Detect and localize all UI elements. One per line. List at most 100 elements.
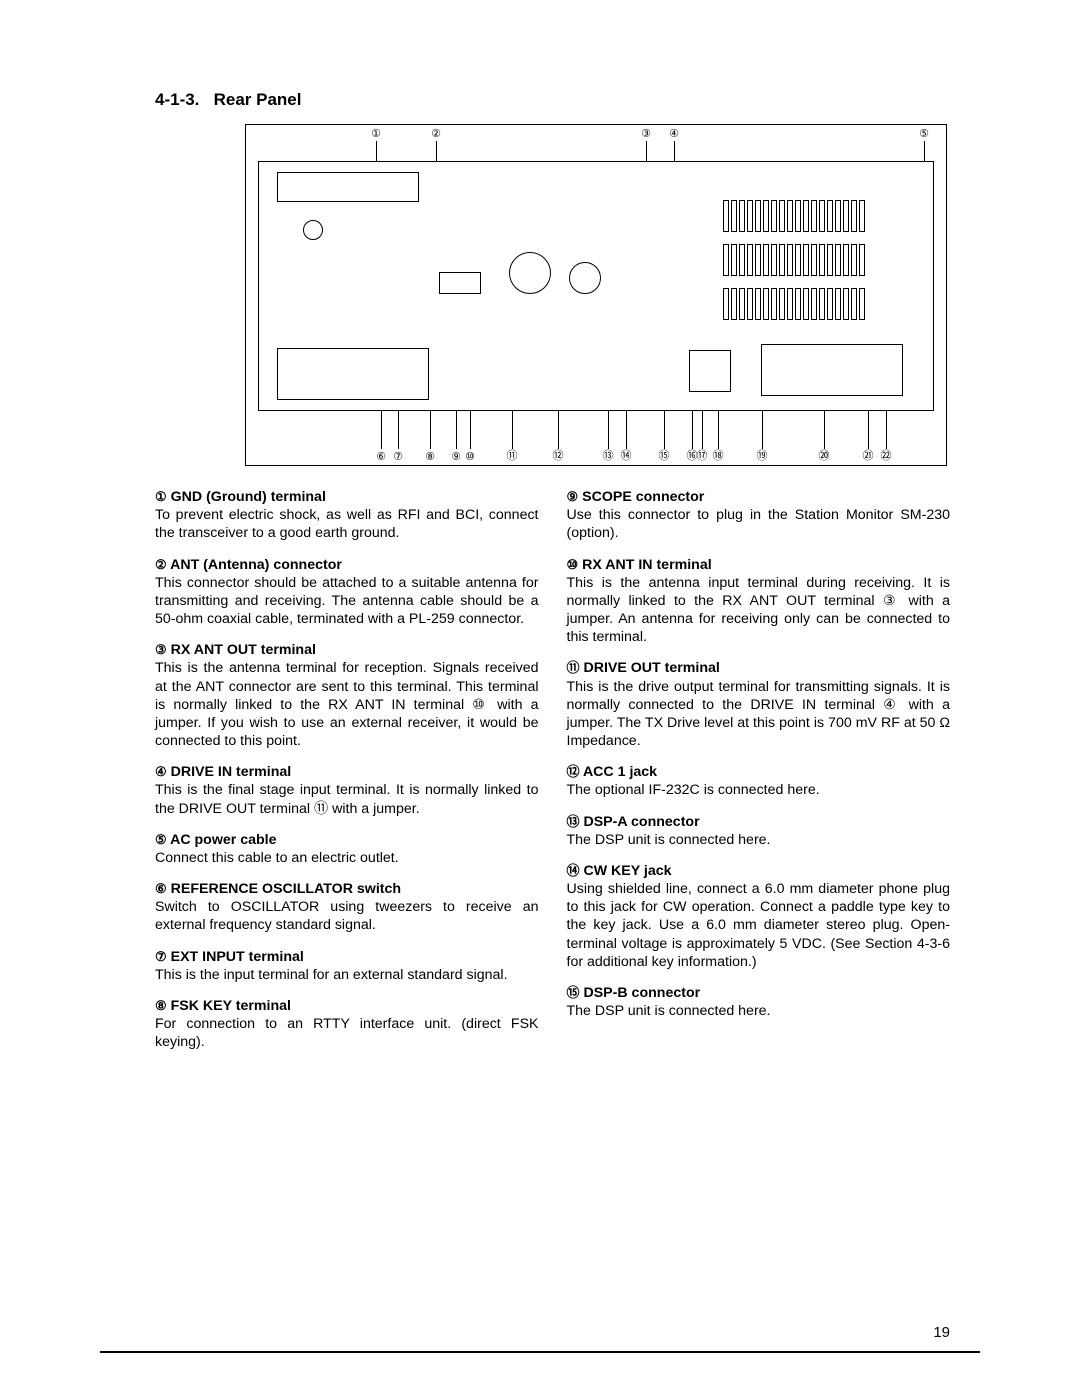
item-title-text: FSK KEY terminal xyxy=(171,998,291,1014)
callout-number-bottom: ⑦ xyxy=(390,450,406,463)
left-column: ① GND (Ground) terminalTo prevent electr… xyxy=(155,488,539,1064)
callout-line xyxy=(381,411,382,449)
item-number-circle: ④ xyxy=(155,764,167,781)
description-item: ⑥ REFERENCE OSCILLATOR switchSwitch to O… xyxy=(155,880,539,935)
heatsink-fins xyxy=(723,200,913,320)
description-item: ⑤ AC power cableConnect this cable to an… xyxy=(155,831,539,867)
description-item: ⑮ DSP-B connectorThe DSP unit is connect… xyxy=(567,984,951,1020)
item-title: ⑨ SCOPE connector xyxy=(567,488,951,506)
callout-number-bottom: ⑮ xyxy=(656,447,672,463)
callout-line xyxy=(608,411,609,449)
callout-number-bottom: ⑩ xyxy=(462,450,478,463)
callout-line xyxy=(718,411,719,449)
item-title-text: ACC 1 jack xyxy=(583,764,657,780)
callout-number-bottom: ⑰ xyxy=(694,447,710,463)
description-item: ⑩ RX ANT IN terminalThis is the antenna … xyxy=(567,556,951,647)
item-title: ⑮ DSP-B connector xyxy=(567,984,951,1002)
item-body: Switch to OSCILLATOR using tweezers to r… xyxy=(155,898,539,934)
rear-panel-diagram: ①②③④⑤⑥⑦⑧⑨⑩⑪⑫⑬⑭⑮⑯⑰⑱⑲⑳㉑㉒ xyxy=(245,124,947,466)
footer-rule xyxy=(100,1351,980,1353)
callout-line xyxy=(702,411,703,449)
item-body: This is the input terminal for an extern… xyxy=(155,966,539,984)
item-title: ⑥ REFERENCE OSCILLATOR switch xyxy=(155,880,539,898)
item-body: Connect this cable to an electric outlet… xyxy=(155,849,539,867)
item-title-text: RX ANT IN terminal xyxy=(582,557,712,573)
callout-number-bottom: ⑭ xyxy=(618,447,634,463)
item-title: ⑭ CW KEY jack xyxy=(567,862,951,880)
callout-number-bottom: ⑲ xyxy=(754,447,770,463)
acc1-circle xyxy=(569,262,601,294)
description-item: ⑬ DSP-A connectorThe DSP unit is connect… xyxy=(567,813,951,849)
callout-number-top: ④ xyxy=(666,127,682,140)
item-body: This is the drive output terminal for tr… xyxy=(567,678,951,751)
item-title: ⑦ EXT INPUT terminal xyxy=(155,948,539,966)
item-number-circle: ⑫ xyxy=(567,764,580,781)
callout-line xyxy=(558,411,559,449)
callout-line xyxy=(664,411,665,449)
item-title-text: ANT (Antenna) connector xyxy=(170,557,342,573)
item-body: This is the antenna terminal for recepti… xyxy=(155,659,539,750)
section-name: Rear Panel xyxy=(214,90,302,109)
callout-line xyxy=(762,411,763,449)
item-body: The optional IF-232C is connected here. xyxy=(567,781,951,799)
item-body: For connection to an RTTY interface unit… xyxy=(155,1015,539,1051)
model-label-box xyxy=(277,348,429,400)
item-title: ② ANT (Antenna) connector xyxy=(155,556,539,574)
item-body: This is the antenna input terminal durin… xyxy=(567,574,951,647)
callout-number-top: ① xyxy=(368,127,384,140)
item-title: ⑫ ACC 1 jack xyxy=(567,763,951,781)
item-number-circle: ⑦ xyxy=(155,949,167,966)
callout-line xyxy=(886,411,887,449)
description-item: ① GND (Ground) terminalTo prevent electr… xyxy=(155,488,539,543)
item-number-circle: ⑥ xyxy=(155,881,167,898)
description-columns: ① GND (Ground) terminalTo prevent electr… xyxy=(155,488,950,1064)
item-body: The DSP unit is connected here. xyxy=(567,1002,951,1020)
callout-number-bottom: ㉒ xyxy=(878,447,894,463)
callout-number-bottom: ㉑ xyxy=(860,447,876,463)
caution-label xyxy=(277,172,419,202)
item-title: ④ DRIVE IN terminal xyxy=(155,763,539,781)
callout-number-bottom: ⑪ xyxy=(504,447,520,463)
item-body: This connector should be attached to a s… xyxy=(155,574,539,629)
callout-number-top: ⑤ xyxy=(916,127,932,140)
item-title-text: RX ANT OUT terminal xyxy=(171,642,316,658)
description-item: ② ANT (Antenna) connectorThis connector … xyxy=(155,556,539,629)
item-number-circle: ② xyxy=(155,557,167,574)
item-title-text: DRIVE OUT terminal xyxy=(583,660,719,676)
callout-line xyxy=(868,411,869,449)
item-title-text: EXT INPUT terminal xyxy=(171,949,304,965)
callout-line xyxy=(512,411,513,449)
item-number-circle: ⑭ xyxy=(567,863,580,880)
callout-line xyxy=(626,411,627,449)
callout-line xyxy=(376,141,377,161)
item-title: ③ RX ANT OUT terminal xyxy=(155,641,539,659)
item-number-circle: ⑩ xyxy=(567,557,579,574)
item-number-circle: ⑧ xyxy=(155,998,167,1015)
callout-number-bottom: ⑧ xyxy=(422,450,438,463)
item-body: Using shielded line, connect a 6.0 mm di… xyxy=(567,880,951,971)
callout-line xyxy=(456,411,457,449)
item-number-circle: ⑬ xyxy=(567,814,580,831)
gnd-post xyxy=(303,220,323,240)
item-title-text: REFERENCE OSCILLATOR switch xyxy=(171,881,401,897)
scope-connector-circle xyxy=(509,252,551,294)
item-body: To prevent electric shock, as well as RF… xyxy=(155,506,539,542)
description-item: ④ DRIVE IN terminalThis is the final sta… xyxy=(155,763,539,818)
item-title-text: CW KEY jack xyxy=(583,863,671,879)
callout-line xyxy=(824,411,825,449)
callout-number-bottom: ⑥ xyxy=(373,450,389,463)
item-number-circle: ⑪ xyxy=(567,660,580,677)
page-number: 19 xyxy=(933,1324,950,1341)
acc2-box xyxy=(689,350,731,392)
description-item: ⑫ ACC 1 jackThe optional IF-232C is conn… xyxy=(567,763,951,799)
phone-patch-panel xyxy=(761,344,903,396)
description-item: ⑦ EXT INPUT terminalThis is the input te… xyxy=(155,948,539,984)
callout-line xyxy=(924,141,925,161)
callout-line xyxy=(646,141,647,161)
item-body: The DSP unit is connected here. xyxy=(567,831,951,849)
item-title-text: AC power cable xyxy=(170,832,276,848)
item-number-circle: ③ xyxy=(155,642,167,659)
item-number-circle: ⑤ xyxy=(155,832,167,849)
description-item: ⑧ FSK KEY terminalFor connection to an R… xyxy=(155,997,539,1052)
callout-line xyxy=(436,141,437,161)
